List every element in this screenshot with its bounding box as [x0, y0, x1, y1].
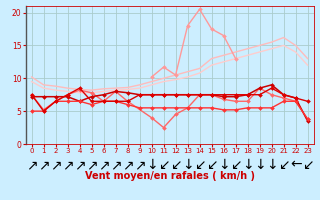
X-axis label: Vent moyen/en rafales ( km/h ): Vent moyen/en rafales ( km/h ) — [84, 171, 255, 181]
